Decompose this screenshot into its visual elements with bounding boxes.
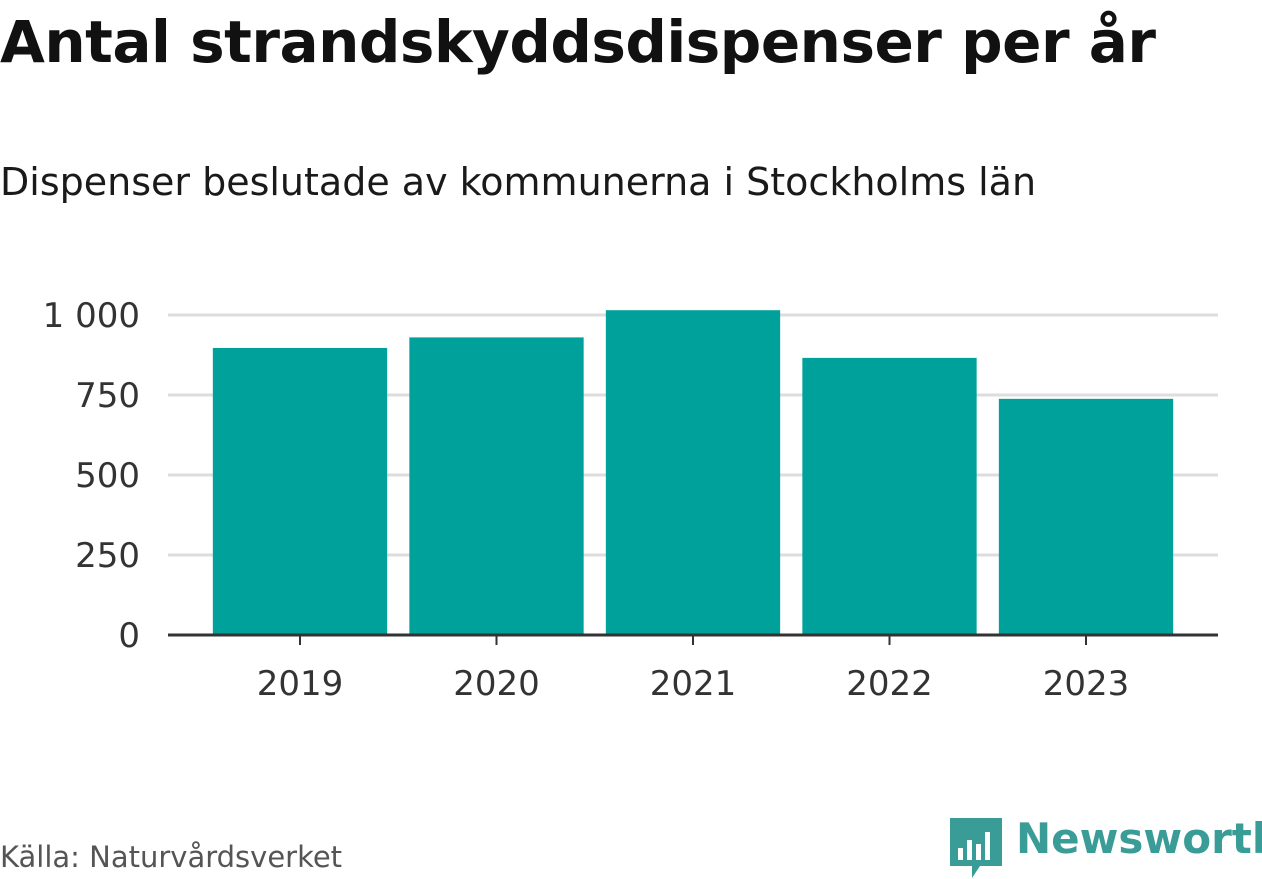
y-tick-label: 1 000: [43, 296, 140, 336]
bar-2019: [212, 347, 388, 635]
x-tick-label: 2019: [257, 664, 344, 704]
y-tick-labels: 0 250 500 750 1 000: [43, 296, 140, 656]
bar-2021: [605, 310, 781, 635]
bars: [212, 310, 1174, 635]
chart-subtitle: Dispenser beslutade av kommunerna i Stoc…: [0, 160, 1037, 204]
bar-2022: [802, 357, 977, 635]
y-tick-label: 250: [75, 536, 140, 576]
bar-2023: [998, 398, 1174, 635]
x-tick-label: 2020: [453, 664, 540, 704]
bar-2020: [409, 337, 584, 635]
x-tick-label: 2021: [650, 664, 737, 704]
x-tick-label: 2023: [1043, 664, 1130, 704]
chart-title: Antal strandskyddsdispenser per år: [0, 8, 1156, 76]
x-tick-label: 2022: [846, 664, 933, 704]
y-tick-label: 0: [118, 616, 140, 656]
x-tick-labels: 2019 2020 2021 2022 2023: [257, 664, 1130, 704]
x-axis: [168, 633, 1218, 645]
newsworthy-logo-icon: [950, 818, 1002, 878]
brand-name: Newsworthy: [1016, 814, 1262, 863]
y-tick-label: 500: [75, 456, 140, 496]
brand-logo[interactable]: Newsworthy: [950, 814, 1262, 878]
y-tick-label: 750: [75, 376, 140, 416]
source-note: Källa: Naturvårdsverket: [0, 840, 343, 874]
